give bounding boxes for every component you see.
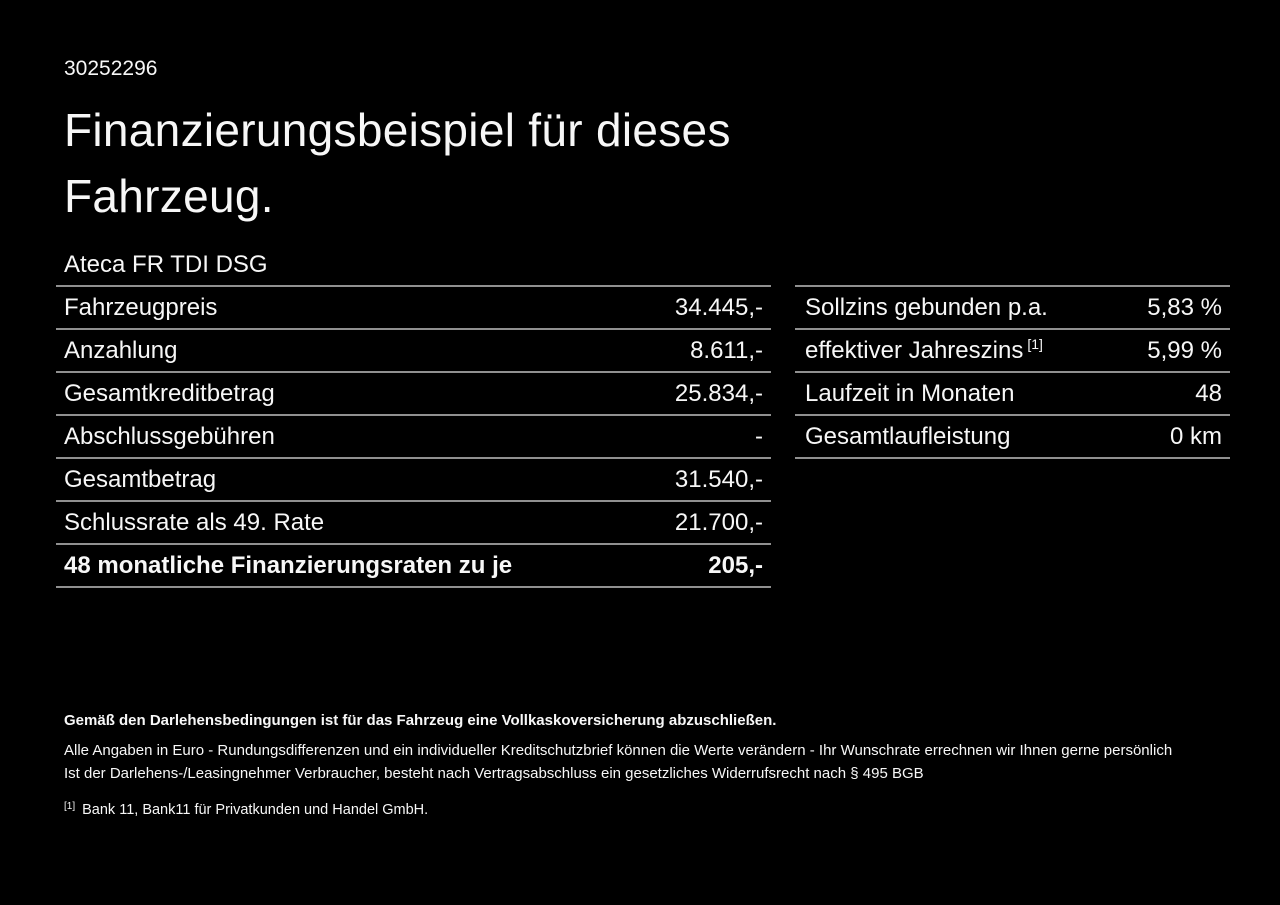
finance-row-value: - bbox=[755, 422, 763, 450]
condition-row-sollzins: Sollzins gebunden p.a. 5,83 % bbox=[795, 287, 1230, 330]
finance-row-label: Abschlussgebühren bbox=[64, 422, 275, 450]
finance-row-value: 21.700,- bbox=[674, 508, 763, 536]
finance-row-value: 34.445,- bbox=[674, 293, 763, 321]
finance-row-gesamtkreditbetrag: Gesamtkreditbetrag 25.834,- bbox=[56, 373, 771, 416]
vehicle-model-row: Ateca FR TDI DSG bbox=[56, 244, 771, 287]
condition-row-laufzeit: Laufzeit in Monaten 48 bbox=[795, 373, 1230, 416]
conditions-table: Sollzins gebunden p.a. 5,83 % effektiver… bbox=[795, 285, 1230, 459]
footnote-ref: [1] bbox=[1027, 335, 1043, 352]
condition-row-value: 5,83 % bbox=[1147, 293, 1222, 321]
footer-disclaimers: Gemäß den Darlehensbedingungen ist für d… bbox=[64, 711, 1280, 819]
page-title-line-1: Finanzierungsbeispiel für dieses bbox=[64, 104, 731, 156]
disclaimer-line-2: Ist der Darlehens-/Leasingnehmer Verbrau… bbox=[64, 765, 924, 782]
finance-row-value: 8.611,- bbox=[690, 336, 763, 364]
finance-table: Ateca FR TDI DSG Fahrzeugpreis 34.445,- … bbox=[56, 244, 771, 588]
footnote: [1] Bank 11, Bank11 für Privatkunden und … bbox=[64, 798, 1280, 819]
vehicle-model: Ateca FR TDI DSG bbox=[64, 250, 268, 278]
condition-row-value: 5,99 % bbox=[1147, 336, 1222, 364]
monthly-rate-value: 205,- bbox=[708, 551, 763, 579]
condition-row-effektiver-jahreszins: effektiver Jahreszins [1] 5,99 % bbox=[795, 330, 1230, 373]
condition-row-label: Sollzins gebunden p.a. bbox=[805, 293, 1048, 321]
finance-row-label: Gesamtbetrag bbox=[64, 465, 217, 493]
finance-row-value: 25.834,- bbox=[674, 379, 763, 407]
page-content: 30252296 Finanzierungsbeispiel für diese… bbox=[56, 57, 1280, 819]
finance-columns: Ateca FR TDI DSG Fahrzeugpreis 34.445,- … bbox=[56, 244, 1280, 588]
finance-row-label: Schlussrate als 49. Rate bbox=[64, 508, 325, 536]
condition-row-value: 48 bbox=[1195, 379, 1222, 407]
footnote-marker: [1] bbox=[64, 801, 76, 812]
condition-row-value: 0 km bbox=[1169, 422, 1222, 450]
footnote-text: Bank 11, Bank11 für Privatkunden und Han… bbox=[82, 802, 429, 818]
finance-row-schlussrate: Schlussrate als 49. Rate 21.700,- bbox=[56, 502, 771, 545]
condition-row-label: Gesamtlaufleistung bbox=[805, 422, 1011, 450]
finance-row-label: Fahrzeugpreis bbox=[64, 293, 218, 321]
finance-row-anzahlung: Anzahlung 8.611,- bbox=[56, 330, 771, 373]
listing-id: 30252296 bbox=[64, 57, 158, 80]
condition-row-gesamtlaufleistung: Gesamtlaufleistung 0 km bbox=[795, 416, 1230, 459]
financing-example-page: 30252296 Finanzierungsbeispiel für diese… bbox=[56, 57, 1280, 819]
monthly-rate-label: 48 monatliche Finanzierungsraten zu je bbox=[64, 551, 513, 579]
condition-row-label: Laufzeit in Monaten bbox=[805, 379, 1015, 407]
disclaimer-line-1: Alle Angaben in Euro - Rundungsdifferenz… bbox=[64, 742, 1173, 759]
insurance-note: Gemäß den Darlehensbedingungen ist für d… bbox=[64, 712, 777, 729]
monthly-rate-row: 48 monatliche Finanzierungsraten zu je 2… bbox=[56, 545, 771, 588]
page-title-line-2: Fahrzeug. bbox=[64, 170, 274, 222]
finance-row-fahrzeugpreis: Fahrzeugpreis 34.445,- bbox=[56, 287, 771, 330]
finance-row-value: 31.540,- bbox=[674, 465, 763, 493]
page-title: Finanzierungsbeispiel für dieses Fahrzeu… bbox=[64, 97, 1280, 229]
finance-row-abschlussgebuehren: Abschlussgebühren - bbox=[56, 416, 771, 459]
finance-row-gesamtbetrag: Gesamtbetrag 31.540,- bbox=[56, 459, 771, 502]
finance-row-label: Anzahlung bbox=[64, 336, 178, 364]
finance-row-label: Gesamtkreditbetrag bbox=[64, 379, 275, 407]
condition-row-label: effektiver Jahreszins [1] bbox=[805, 335, 1043, 364]
